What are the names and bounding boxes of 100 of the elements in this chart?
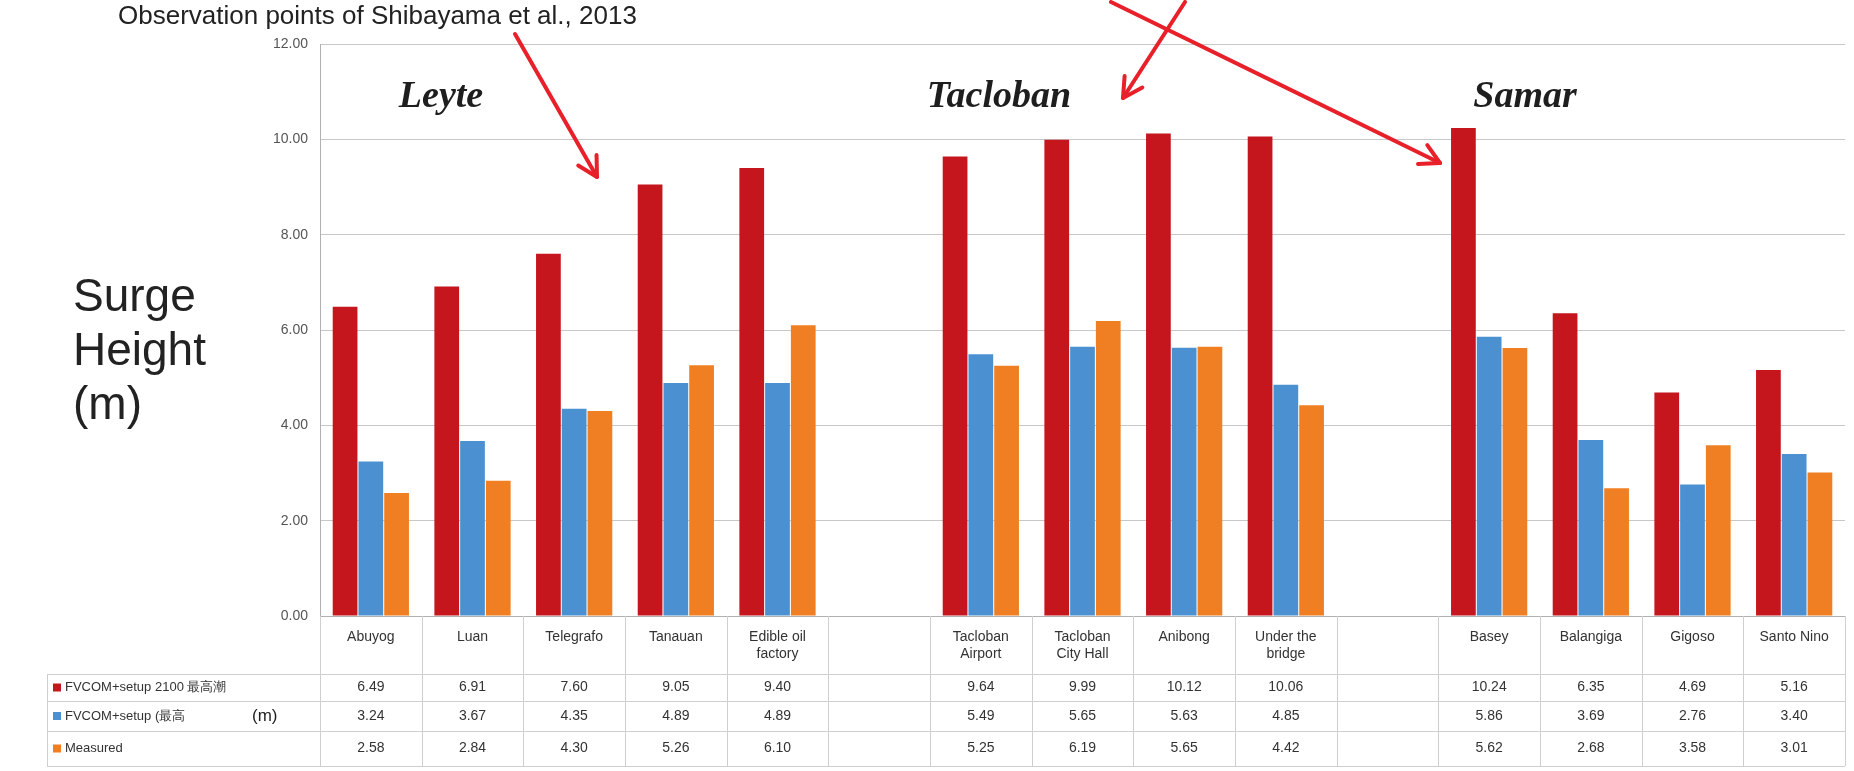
text: (m) [252,706,278,726]
bar [1552,313,1578,616]
data-label: 10.12 [1166,678,1202,695]
bar [1299,405,1324,616]
data-label: 4.35 [560,706,588,723]
data-label: 2.58 [357,739,385,756]
bar [1604,488,1629,616]
data-label: 2.84 [458,739,487,756]
bar [637,184,663,616]
x-tick-label: Edible oil factory [749,627,806,662]
bar [663,382,689,616]
bar [942,156,968,616]
x-tick-label: Gigoso [1670,627,1715,644]
data-label: 9.64 [967,678,995,695]
data-label: 6.91 [458,678,487,695]
x-tick-label: Under the bridge [1255,627,1317,662]
data-label: 3.67 [458,706,487,723]
bar [1476,336,1502,616]
bar [994,365,1019,616]
x-tick-label: Basey [1469,627,1509,644]
bar [765,382,790,616]
x-tick-label: Anibong [1158,627,1210,644]
bar [1756,370,1781,616]
bar [536,253,561,616]
data-label: 6.35 [1577,678,1605,695]
y-tick-label: 12.00 [272,34,309,51]
x-tick-label: Abuyog [347,627,395,644]
bar [1171,347,1197,616]
bar [460,441,485,616]
data-label: 5.49 [967,706,995,723]
bar [790,325,816,616]
data-label: 3.69 [1577,706,1605,723]
bar [1451,127,1476,616]
bar [1781,453,1807,616]
data-label: 4.85 [1272,706,1300,723]
data-label: 4.89 [763,706,792,723]
bar [1197,346,1223,616]
data-label: 2.68 [1577,739,1605,756]
data-label: 5.25 [967,739,995,756]
y-tick-label: 2.00 [280,511,309,528]
x-tick-label: Luan [456,627,489,644]
bar [1146,133,1171,616]
bar [332,306,358,616]
bar [968,354,994,616]
annotation: Samar [1473,73,1577,115]
data-label: 5.65 [1068,706,1097,723]
data-label: 5.63 [1170,706,1198,723]
x-tick-label: Tacloban Airport [952,627,1009,662]
x-tick-label: Telegrafo [545,627,604,644]
y-tick-label: 10.00 [272,130,309,147]
bar [1070,346,1095,616]
data-label: 2.76 [1678,706,1707,723]
legend-label: FVCOM+setup 2100 最高潮 [65,679,227,695]
data-label: 4.69 [1678,678,1707,695]
data-label: 5.62 [1475,739,1503,756]
bar [358,461,384,616]
bar [587,411,613,616]
data-label: 9.05 [662,678,690,695]
y-tick-label: 8.00 [280,225,309,242]
data-label: 5.16 [1780,678,1808,695]
data-label: 9.40 [763,678,792,695]
bar [1044,139,1070,616]
data-label: 3.58 [1678,739,1707,756]
bar [384,493,409,616]
data-label: 4.89 [662,706,690,723]
bar [1095,320,1121,616]
data-label: 10.24 [1471,678,1507,695]
data-label: 4.30 [560,739,588,756]
data-label: 7.60 [560,678,588,695]
legend-label: FVCOM+setup (最高 [65,707,186,723]
data-label: 6.19 [1068,739,1097,756]
y-tick-label: 4.00 [280,416,309,433]
bar [689,365,714,616]
y-axis-title: Surge Height (m) [73,268,207,430]
y-tick-label: 0.00 [280,606,309,623]
bar [561,408,587,616]
chart-title: Observation points of Shibayama et al., 2013 [118,0,637,30]
x-tick-label: Balangiga [1559,627,1623,644]
bar [1502,348,1528,616]
bar [1273,384,1299,616]
x-tick-label: Santo Nino [1759,627,1830,644]
bar [739,167,765,616]
bar [1578,440,1604,616]
annotation: Tacloban [926,73,1072,115]
bar [1680,484,1705,616]
y-tick-label: 6.00 [280,320,309,337]
bar [485,480,511,616]
data-label: 3.01 [1780,739,1808,756]
legend-label: Measured [65,740,123,756]
data-label: 3.40 [1780,706,1808,723]
bar [1654,392,1680,616]
annotation: Leyte [398,73,484,115]
bar [1807,472,1833,616]
data-label: 3.24 [357,706,385,723]
data-label: 10.06 [1268,678,1304,695]
bar [434,286,460,616]
bar [1247,136,1273,616]
data-label: 5.65 [1170,739,1198,756]
data-label: 5.86 [1475,706,1503,723]
data-label: 5.26 [662,739,690,756]
